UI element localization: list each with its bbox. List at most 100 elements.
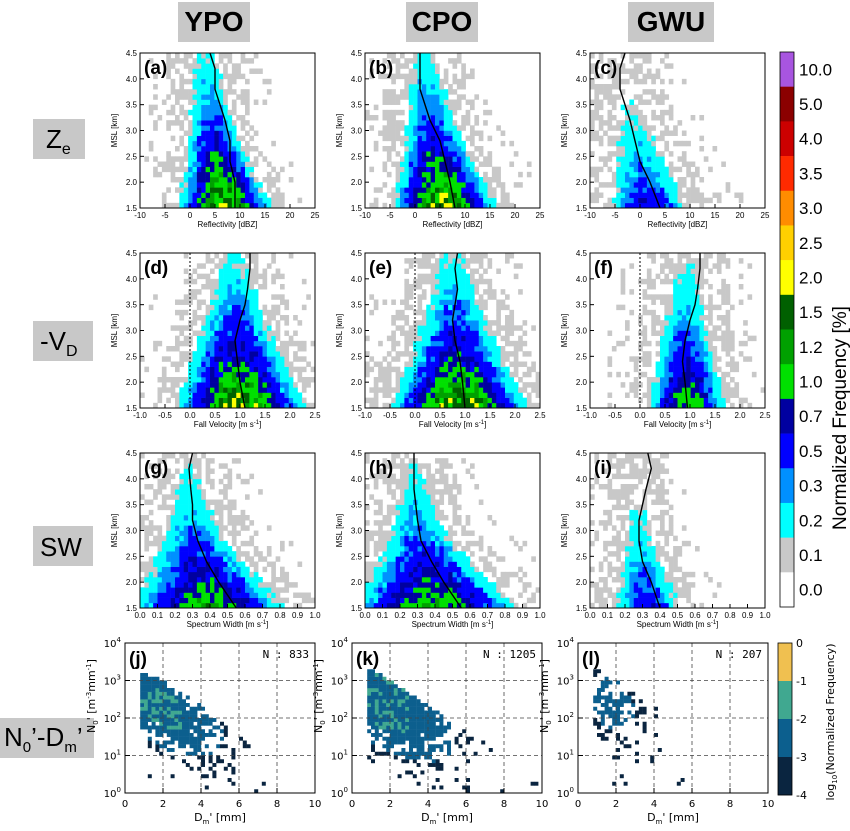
heatmap-cell bbox=[465, 556, 471, 562]
heatmap-cell bbox=[205, 335, 211, 342]
heatmap-cell bbox=[629, 263, 635, 269]
heatmap-cell bbox=[448, 540, 453, 547]
heatmap-cell bbox=[391, 115, 396, 121]
heatmap-cell bbox=[426, 146, 431, 152]
heatmap-cell bbox=[369, 577, 375, 583]
heatmap-cell bbox=[391, 320, 396, 326]
heatmap-cell bbox=[183, 561, 189, 567]
heatmap-cell bbox=[430, 78, 436, 85]
heatmap-cell bbox=[245, 525, 250, 531]
heatmap-cell bbox=[369, 571, 375, 578]
heatmap-cell bbox=[633, 377, 639, 383]
heatmap-cell bbox=[664, 325, 670, 331]
heatmap-cell bbox=[183, 182, 189, 188]
heatmap-cell bbox=[413, 78, 418, 85]
heatmap-cell bbox=[192, 602, 198, 609]
heatmap-cell bbox=[426, 84, 431, 90]
heatmap-cell bbox=[448, 299, 453, 305]
heatmap-cell bbox=[218, 284, 224, 290]
heatmap-cell bbox=[166, 125, 171, 131]
heatmap-cell bbox=[730, 377, 735, 383]
heatmap-cell bbox=[439, 289, 445, 295]
heatmap-cell bbox=[240, 273, 246, 280]
heatmap-cell bbox=[205, 478, 211, 485]
heatmap-cell bbox=[183, 577, 189, 583]
heatmap-cell bbox=[231, 392, 237, 398]
heatmap-cell bbox=[413, 68, 418, 74]
heatmap-cell bbox=[408, 551, 414, 557]
heatmap-cell bbox=[166, 546, 171, 552]
heatmap-cell bbox=[192, 109, 198, 116]
heatmap-cell bbox=[144, 515, 150, 521]
heatmap-cell bbox=[730, 366, 735, 373]
heatmap-cell bbox=[483, 597, 488, 604]
heatmap-cell bbox=[210, 278, 215, 285]
heatmap-cell bbox=[210, 540, 215, 547]
heatmap-cell bbox=[161, 597, 167, 604]
panel-b: -10 -5 0 5 10 15 20 251.52.02.53.03.54.04.5MSL … bbox=[335, 49, 545, 229]
heatmap-cell bbox=[240, 525, 246, 531]
heatmap-cell bbox=[435, 530, 440, 536]
heatmap-cell bbox=[192, 489, 198, 495]
heatmap-cell bbox=[214, 320, 220, 326]
heatmap-cell bbox=[478, 130, 484, 136]
heatmap-cell bbox=[518, 335, 523, 342]
heatmap-cell bbox=[382, 602, 388, 609]
heatmap-cell bbox=[404, 166, 410, 173]
heatmap-cell bbox=[496, 392, 501, 398]
heatmap-cell bbox=[378, 361, 383, 367]
heatmap-cell bbox=[456, 577, 462, 583]
heatmap-cell bbox=[435, 340, 440, 347]
heatmap-cell bbox=[668, 268, 674, 274]
heatmap-cell bbox=[603, 120, 608, 126]
heatmap-cell bbox=[236, 551, 241, 557]
heatmap-cell bbox=[660, 325, 665, 331]
heatmap-cell bbox=[400, 182, 405, 188]
heatmap-cell bbox=[288, 366, 294, 373]
heatmap-cell bbox=[673, 356, 678, 362]
heatmap-cell bbox=[245, 273, 250, 280]
heatmap-cell bbox=[210, 458, 215, 464]
heatmap-cell bbox=[161, 371, 167, 378]
heatmap-cell bbox=[373, 299, 379, 305]
heatmap-cell bbox=[712, 192, 718, 198]
heatmap-cell bbox=[452, 104, 458, 111]
heatmap-cell bbox=[391, 556, 396, 562]
heatmap-cell bbox=[153, 120, 158, 126]
heatmap-cell bbox=[161, 587, 167, 593]
heatmap-cell bbox=[478, 320, 484, 326]
heatmap-cell bbox=[400, 140, 405, 147]
heatmap-cell bbox=[629, 68, 635, 74]
heatmap-cell bbox=[716, 289, 722, 295]
heatmap-cell bbox=[175, 325, 180, 331]
heatmap-cell bbox=[607, 89, 613, 95]
heatmap-cell bbox=[430, 571, 436, 578]
heatmap-cell bbox=[474, 325, 480, 331]
heatmap-cell bbox=[500, 366, 506, 373]
heatmap-cell bbox=[378, 540, 383, 547]
heatmap-cell bbox=[616, 340, 621, 347]
heatmap-cell bbox=[668, 356, 674, 362]
heatmap-cell bbox=[417, 177, 423, 183]
heatmap-cell bbox=[382, 166, 388, 173]
heatmap-cell bbox=[535, 402, 541, 409]
heatmap-cell bbox=[205, 361, 211, 367]
heatmap-cell bbox=[660, 361, 665, 367]
heatmap-cell bbox=[642, 115, 648, 121]
heatmap-cell bbox=[218, 478, 224, 485]
heatmap-cell bbox=[262, 387, 268, 393]
heatmap-cell bbox=[435, 177, 440, 183]
heatmap-cell bbox=[231, 504, 237, 511]
heatmap-cell bbox=[708, 166, 713, 173]
heatmap-cell bbox=[218, 525, 224, 531]
heatmap-cell bbox=[743, 340, 748, 347]
heatmap-cell bbox=[210, 104, 215, 111]
heatmap-cell bbox=[192, 278, 198, 285]
heatmap-cell bbox=[673, 320, 678, 326]
heatmap-cell bbox=[642, 146, 648, 152]
heatmap-cell bbox=[470, 592, 475, 598]
heatmap-cell bbox=[668, 361, 674, 367]
heatmap-cell bbox=[236, 192, 241, 198]
heatmap-cell bbox=[483, 340, 488, 347]
heatmap-cell bbox=[179, 84, 185, 90]
